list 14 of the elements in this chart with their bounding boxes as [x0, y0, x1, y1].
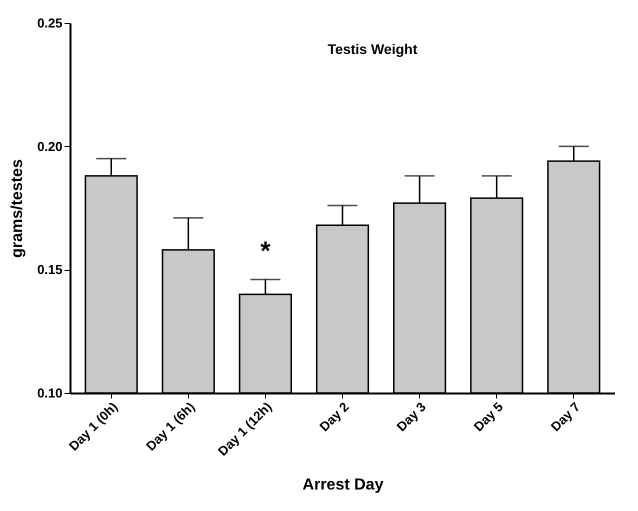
x-axis-title: Arrest Day	[302, 476, 384, 494]
x-tick-label: Day 7	[548, 399, 583, 434]
y-tick-label: 0.10	[37, 386, 62, 400]
x-tick-label: Day 1 (0h)	[66, 399, 120, 454]
annotation: *	[260, 236, 272, 266]
text: Testis Weight	[328, 41, 418, 57]
y-tick-label: 0.20	[37, 138, 62, 154]
x-tick-label: Day 1 (6h)	[142, 399, 198, 454]
y-tick-label: 0.25	[37, 16, 62, 30]
x-tick-label: Day 2	[316, 399, 352, 434]
y-tick-label: 0.15	[37, 262, 62, 278]
y-axis-title: grams/testes	[9, 159, 26, 258]
x-tick-label: Day 5	[470, 399, 506, 434]
x-tick-label: Day 3	[394, 399, 429, 434]
